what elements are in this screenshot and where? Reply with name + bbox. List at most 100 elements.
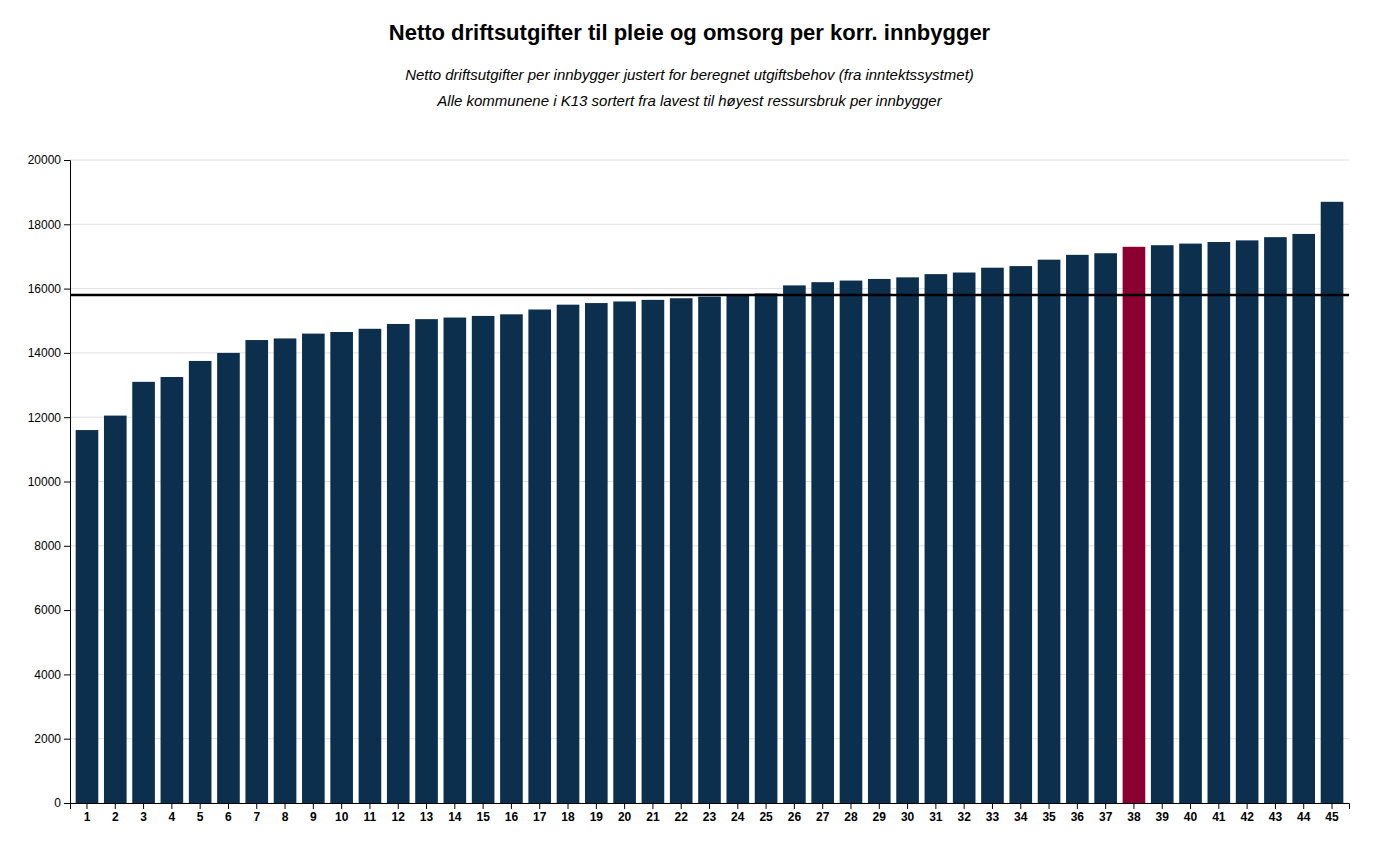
grid-line [70, 224, 1349, 225]
x-tick-mark [171, 803, 172, 809]
x-tick-mark [879, 803, 880, 809]
x-tick: 11 [364, 803, 377, 824]
y-tick: 6000 [34, 603, 70, 617]
x-tick: 30 [901, 803, 915, 824]
x-tick: 24 [731, 803, 745, 824]
x-tick-mark [511, 803, 512, 809]
x-tick-label: 23 [703, 810, 717, 824]
x-tick: 27 [816, 803, 830, 824]
x-tick-label: 28 [844, 810, 858, 824]
x-tick-mark [652, 803, 653, 809]
x-tick-mark [228, 803, 229, 809]
x-tick: 36 [1071, 803, 1085, 824]
x-tick-mark [935, 803, 936, 809]
marks [70, 202, 1349, 803]
x-tick: 42 [1240, 803, 1254, 824]
y-tick-label: 14000 [28, 346, 62, 360]
x-tick-mark [86, 803, 87, 809]
bar [953, 273, 976, 803]
bar [1038, 260, 1061, 803]
x-tick: 21 [646, 803, 660, 824]
chart: Netto driftsutgifter til pleie og omsorg… [0, 0, 1379, 853]
y-tick: 2000 [34, 732, 70, 746]
bar [1066, 255, 1089, 803]
bar [981, 268, 1004, 803]
x-tick-mark [964, 803, 965, 809]
y-tick-mark [64, 224, 70, 225]
x-tick-label: 1 [84, 810, 91, 824]
y-tick: 8000 [34, 539, 70, 553]
bar [330, 332, 353, 803]
y-tick-label: 2000 [34, 732, 61, 746]
x-tick-mark [737, 803, 738, 809]
bar [811, 282, 834, 803]
x-tick-mark [822, 803, 823, 809]
y-axis-line [64, 161, 71, 804]
x-tick-mark [1020, 803, 1021, 809]
x-tick-label: 26 [788, 810, 802, 824]
x-tick-mark [341, 803, 342, 809]
x-tick: 23 [703, 803, 717, 824]
x-tick: 7 [253, 803, 260, 824]
x-tick-mark [454, 803, 455, 809]
bar [217, 353, 240, 803]
x-tick-label: 27 [816, 810, 830, 824]
x-tick-mark [1105, 803, 1106, 809]
bar [585, 303, 608, 803]
grid [70, 160, 1349, 803]
x-tick-mark [1162, 803, 1163, 809]
x-tick: 5 [197, 803, 204, 824]
x-tick-label: 29 [873, 810, 887, 824]
y-tick: 4000 [34, 668, 70, 682]
x-tick-mark [992, 803, 993, 809]
x-tick-label: 41 [1212, 810, 1226, 824]
x-tick-label: 19 [590, 810, 604, 824]
x-tick-mark [115, 803, 116, 809]
x-tick: 45 [1325, 803, 1339, 824]
x-tick-mark [1190, 803, 1191, 809]
bar [1321, 202, 1344, 803]
x-tick-mark [200, 803, 201, 809]
x-axis: 1234567891011121314151617181920212223242… [71, 803, 1350, 824]
bar [896, 277, 919, 803]
x-tick: 10 [335, 803, 349, 824]
x-tick: 32 [957, 803, 971, 824]
x-tick-label: 33 [986, 810, 1000, 824]
x-tick-mark [681, 803, 682, 809]
x-tick-label: 35 [1042, 810, 1056, 824]
x-tick-label: 17 [533, 810, 547, 824]
x-tick: 18 [561, 803, 575, 824]
bar [1236, 240, 1259, 803]
bar [500, 314, 523, 803]
x-tick-label: 6 [225, 810, 232, 824]
x-tick: 41 [1212, 803, 1226, 824]
x-tick-mark [426, 803, 427, 809]
x-tick-mark [596, 803, 597, 809]
y-tick-mark [64, 353, 70, 354]
y-tick-label: 18000 [28, 218, 62, 232]
y-tick-label: 16000 [28, 282, 62, 296]
x-tick-label: 38 [1127, 810, 1141, 824]
x-tick: 12 [392, 803, 406, 824]
y-tick-label: 6000 [34, 603, 61, 617]
bar [1264, 237, 1287, 803]
bar [1151, 245, 1174, 803]
x-tick-label: 39 [1156, 810, 1170, 824]
x-tick-label: 30 [901, 810, 915, 824]
bar [189, 361, 212, 803]
x-tick: 44 [1297, 803, 1311, 824]
x-tick-label: 25 [759, 810, 773, 824]
bar [415, 319, 438, 803]
bar [444, 318, 467, 803]
x-tick: 4 [169, 803, 176, 824]
y-tick-label: 20000 [28, 153, 62, 167]
bar [726, 295, 749, 803]
x-tick: 34 [1014, 803, 1028, 824]
y-tick-label: 0 [54, 796, 61, 810]
x-tick-label: 37 [1099, 810, 1113, 824]
y-tick-mark [64, 610, 70, 611]
y-tick: 0 [54, 796, 70, 810]
x-tick-label: 18 [561, 810, 575, 824]
bar [670, 298, 693, 803]
x-tick-label: 45 [1325, 810, 1339, 824]
